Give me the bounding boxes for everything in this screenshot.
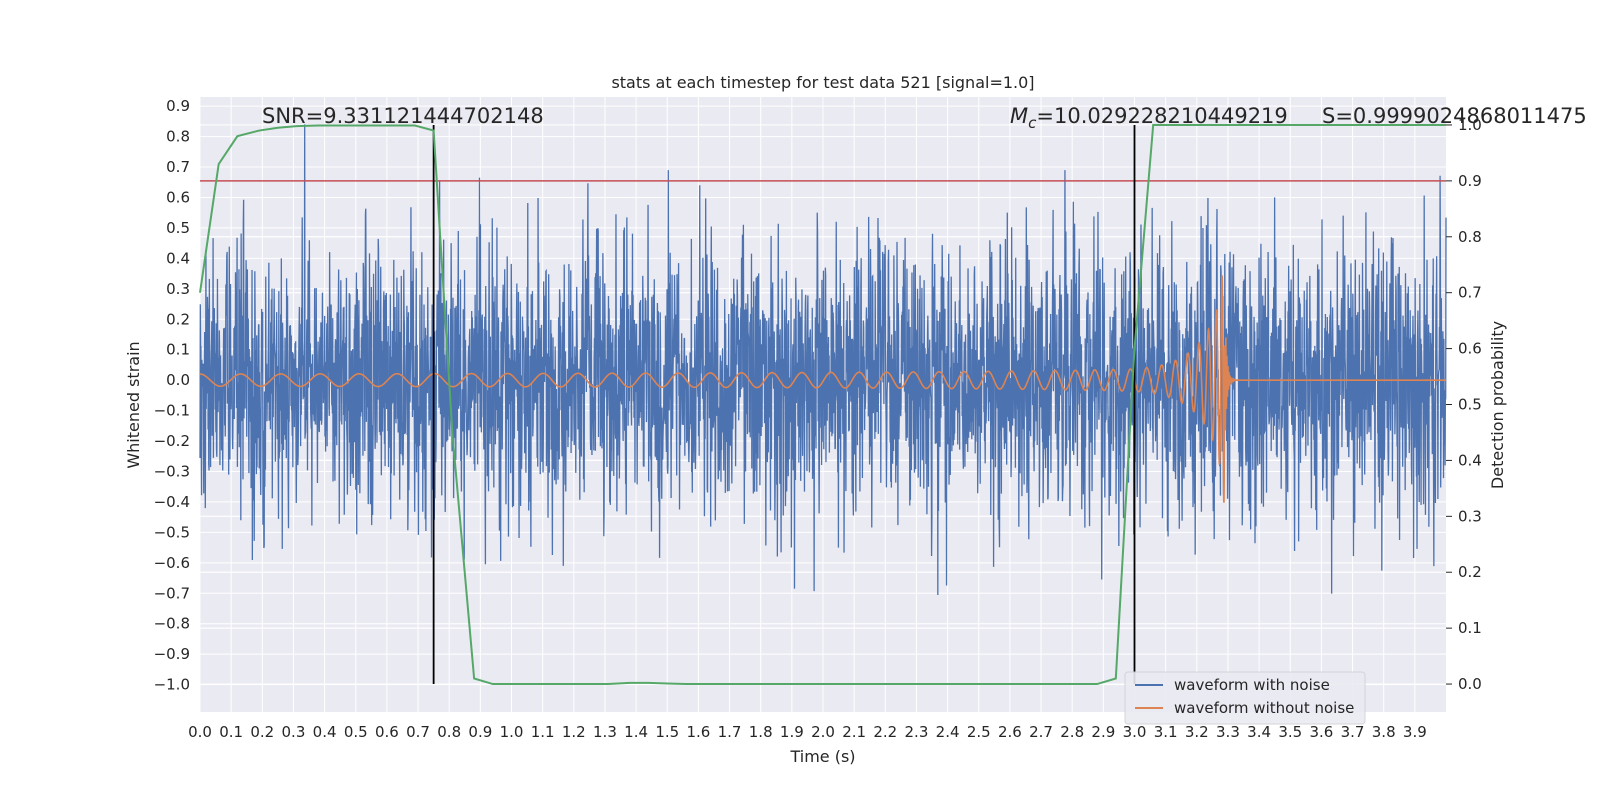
x-tick-label-22: 2.2 (873, 723, 897, 741)
y-tick-label-9: 0.0 (166, 371, 190, 389)
x-tick-labels: 0.0 0.1 0.2 0.3 0.4 0.5 0.6 0.7 0.8 0.9 1.0 1.1 1.2 1… (188, 723, 1427, 741)
mc-symbol: M (1010, 104, 1028, 128)
x-tick-label-33: 3.3 (1216, 723, 1240, 741)
y-tick-label-7: 0.2 (166, 310, 190, 328)
mc-annotation: Mc=10.029228210449219 (1010, 104, 1288, 132)
x-tick-label-5: 0.5 (344, 723, 368, 741)
y2-tick-label-5: 0.5 (1458, 396, 1482, 414)
series-detection-probability (199, 123, 1446, 686)
x-tick-label-14: 1.4 (624, 723, 648, 741)
x-tick-label-26: 2.6 (998, 723, 1022, 741)
x-tick-label-17: 1.7 (718, 723, 742, 741)
y-tick-label-16: −0.7 (154, 584, 190, 602)
x-tick-label-38: 3.8 (1372, 723, 1396, 741)
x-tick-label-8: 0.8 (437, 723, 461, 741)
x-tick-label-9: 0.9 (468, 723, 492, 741)
x-tick-label-35: 3.5 (1278, 723, 1302, 741)
y-tick-label-17: −0.8 (154, 615, 190, 633)
y-tick-label-3: 0.6 (166, 188, 190, 206)
s-annotation: S=0.9999024868011475 (1322, 104, 1587, 128)
detection-probability-line (199, 123, 1446, 686)
x-tick-label-7: 0.7 (406, 723, 430, 741)
x-tick-label-3: 0.3 (282, 723, 306, 741)
x-tick-label-30: 3.0 (1123, 723, 1147, 741)
legend-box (1124, 671, 1366, 725)
y2-axis-label: Detection probability (1488, 321, 1507, 489)
x-tick-label-21: 2.1 (842, 723, 866, 741)
noise-waveform-line (199, 124, 1447, 595)
y2-tick-label-7: 0.7 (1458, 284, 1482, 302)
y-tick-label-14: −0.5 (154, 523, 190, 541)
x-tick-label-1: 0.1 (219, 723, 243, 741)
y2-tick-label-1: 0.1 (1458, 619, 1482, 637)
y-tick-label-6: 0.3 (166, 280, 190, 298)
y-tick-label-8: 0.1 (166, 341, 190, 359)
y-tick-labels: 0.9 0.8 0.7 0.6 0.5 0.4 0.3 0.2 0.1 0.0 −0.1 −0.2 −0… (154, 97, 190, 693)
mc-value: =10.029228210449219 (1036, 104, 1287, 128)
series-waveform-with-noise (199, 124, 1447, 595)
x-tick-label-15: 1.5 (655, 723, 679, 741)
x-tick-label-13: 1.3 (593, 723, 617, 741)
x-tick-label-25: 2.5 (967, 723, 991, 741)
x-tick-label-28: 2.8 (1060, 723, 1084, 741)
y-tick-label-11: −0.2 (154, 432, 190, 450)
legend: waveform with noise waveform without noi… (1124, 671, 1366, 725)
x-tick-label-31: 3.1 (1154, 723, 1178, 741)
x-tick-label-16: 1.6 (686, 723, 710, 741)
x-tick-label-23: 2.3 (905, 723, 929, 741)
x-tick-label-0: 0.0 (188, 723, 212, 741)
y2-tick-label-8: 0.8 (1458, 228, 1482, 246)
series-waveform-without-noise (199, 275, 1446, 503)
chart-title: stats at each timestep for test data 521… (611, 73, 1034, 92)
y-tick-label-2: 0.7 (166, 158, 190, 176)
y-tick-label-18: −0.9 (154, 645, 190, 663)
y-tick-label-4: 0.5 (166, 219, 190, 237)
x-tick-label-6: 0.6 (375, 723, 399, 741)
y2-tick-label-2: 0.2 (1458, 563, 1482, 581)
legend-label-noise: waveform with noise (1174, 676, 1330, 694)
y2-tick-label-6: 0.6 (1458, 340, 1482, 358)
y-tick-label-0: 0.9 (166, 97, 190, 115)
y-tick-label-15: −0.6 (154, 554, 190, 572)
overlay-lines (200, 124, 1446, 685)
x-tick-label-39: 3.9 (1403, 723, 1427, 741)
y2-tick-label-0: 0.0 (1458, 675, 1482, 693)
legend-label-clean: waveform without noise (1174, 699, 1354, 717)
y2-tick-label-9: 0.9 (1458, 172, 1482, 190)
x-tick-label-19: 1.9 (780, 723, 804, 741)
y-tick-label-1: 0.8 (166, 128, 190, 146)
y-tick-label-10: −0.1 (154, 402, 190, 420)
x-tick-label-37: 3.7 (1341, 723, 1365, 741)
y-axis-label: Whitened strain (124, 341, 143, 468)
y2-tick-label-4: 0.4 (1458, 451, 1482, 469)
y2-tick-labels: 0.0 0.1 0.2 0.3 0.4 0.5 0.6 0.7 0.8 0.9 1.0 (1446, 116, 1482, 693)
x-tick-label-11: 1.1 (531, 723, 555, 741)
x-tick-label-36: 3.6 (1309, 723, 1333, 741)
y2-tick-label-10: 1.0 (1458, 116, 1482, 134)
y-tick-label-12: −0.3 (154, 462, 190, 480)
y-tick-label-19: −1.0 (154, 676, 190, 694)
y-tick-label-13: −0.4 (154, 493, 190, 511)
x-tick-label-18: 1.8 (749, 723, 773, 741)
x-tick-label-10: 1.0 (500, 723, 524, 741)
clean-waveform-line (199, 275, 1446, 503)
x-axis-label: Time (s) (789, 747, 855, 766)
x-tick-label-29: 2.9 (1091, 723, 1115, 741)
snr-annotation: SNR=9.331121444702148 (262, 104, 544, 128)
x-tick-label-4: 0.4 (313, 723, 337, 741)
x-tick-label-24: 2.4 (936, 723, 960, 741)
y-tick-label-5: 0.4 (166, 249, 190, 267)
x-tick-label-20: 2.0 (811, 723, 835, 741)
x-tick-label-32: 3.2 (1185, 723, 1209, 741)
x-tick-label-2: 0.2 (250, 723, 274, 741)
x-tick-label-12: 1.2 (562, 723, 586, 741)
y2-tick-label-3: 0.3 (1458, 507, 1482, 525)
x-tick-label-27: 2.7 (1029, 723, 1053, 741)
mc-subscript: c (1028, 114, 1037, 132)
x-tick-label-34: 3.4 (1247, 723, 1271, 741)
